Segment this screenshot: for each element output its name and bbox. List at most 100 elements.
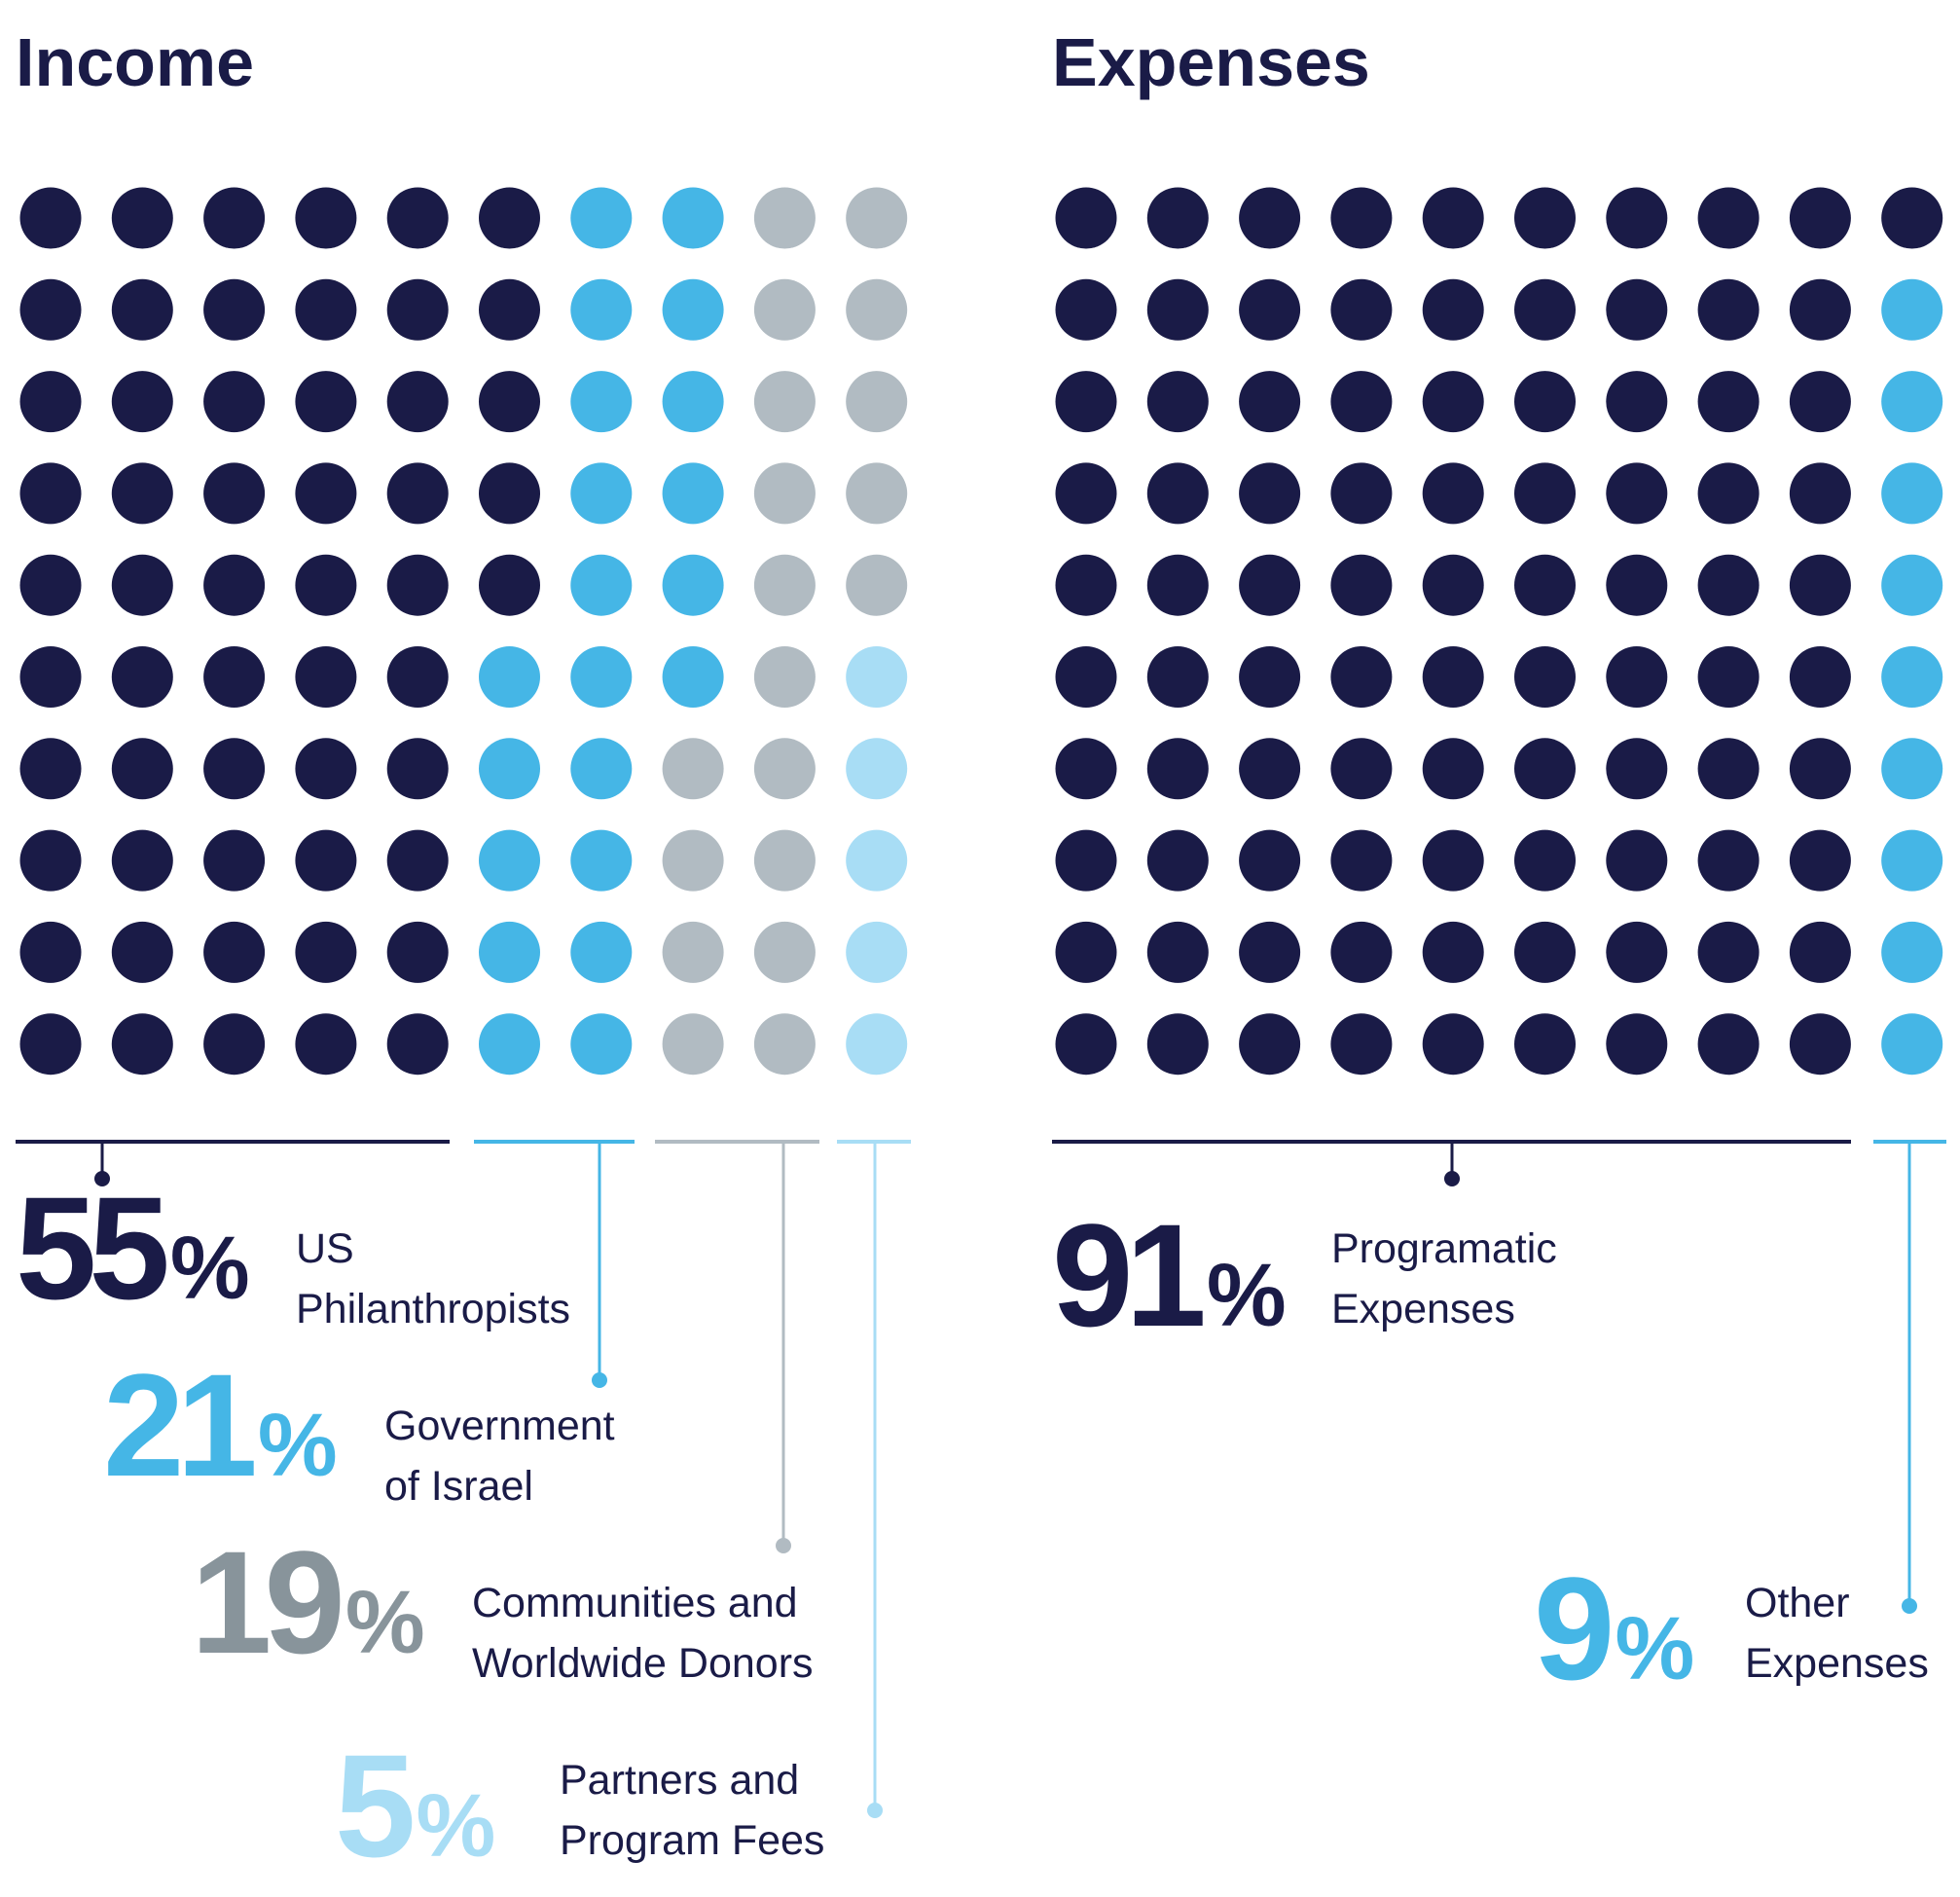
waffle-dot (1606, 738, 1668, 800)
waffle-dot (295, 278, 357, 341)
waffle-dot (203, 554, 266, 616)
waffle-dot (753, 738, 816, 800)
waffle-dot (111, 278, 173, 341)
waffle-dot (295, 462, 357, 525)
waffle-dot (1606, 187, 1668, 249)
waffle-dot (203, 829, 266, 892)
waffle-dot (1789, 278, 1851, 341)
waffle-dot (1055, 278, 1117, 341)
waffle-dot (1146, 462, 1209, 525)
waffle-dot (1146, 187, 1209, 249)
waffle-dot (570, 371, 633, 433)
waffle-dot (111, 462, 173, 525)
waffle-dot (386, 921, 449, 983)
percent-value: 55% (16, 1166, 250, 1330)
waffle-dot (1330, 921, 1393, 983)
waffle-dot (1146, 554, 1209, 616)
series-label: Partners and (560, 1757, 799, 1804)
waffle-dot (1239, 829, 1301, 892)
waffle-dots (19, 187, 908, 1076)
waffle-dot (295, 1013, 357, 1076)
waffle-dot (1881, 278, 1943, 341)
waffle-dot (1239, 278, 1301, 341)
waffle-dot (753, 278, 816, 341)
waffle-dot (753, 371, 816, 433)
waffle-dot (1789, 371, 1851, 433)
waffle-dot (1146, 278, 1209, 341)
series-label: Philanthropists (296, 1286, 570, 1332)
waffle-dot (1239, 371, 1301, 433)
percent-sign: % (258, 1396, 338, 1495)
waffle-dot (386, 278, 449, 341)
waffle-dot (1697, 646, 1760, 708)
waffle-dot (479, 1013, 540, 1076)
waffle-dot (479, 554, 540, 616)
waffle-dot (753, 187, 816, 249)
leader-end-dot (1444, 1171, 1460, 1186)
waffle-dot (203, 1013, 266, 1076)
waffle-dot (111, 554, 173, 616)
waffle-dot (662, 646, 724, 708)
waffle-dot (662, 278, 724, 341)
waffle-dot (1606, 646, 1668, 708)
waffle-dot (19, 921, 82, 983)
percent-value: 9% (1534, 1547, 1694, 1710)
waffle-dot (1422, 371, 1484, 433)
waffle-dot (111, 921, 173, 983)
waffle-dot (753, 1013, 816, 1076)
waffle-dot (570, 462, 633, 525)
waffle-dot (1422, 921, 1484, 983)
waffle-dot (386, 462, 449, 525)
waffle-dot (1606, 554, 1668, 616)
waffle-dot (1697, 554, 1760, 616)
waffle-dot (570, 646, 633, 708)
waffle-dot (570, 554, 633, 616)
waffle-dot (295, 187, 357, 249)
waffle-dot (479, 462, 540, 525)
waffle-dot (19, 1013, 82, 1076)
waffle-dot (1514, 187, 1576, 249)
waffle-dot (1697, 371, 1760, 433)
waffle-dot (295, 646, 357, 708)
waffle-dot (479, 278, 540, 341)
waffle-dot (1514, 462, 1576, 525)
waffle-dot (1330, 187, 1393, 249)
series-label: Government (384, 1403, 615, 1449)
waffle-dot (1789, 462, 1851, 525)
waffle-dot (1330, 554, 1393, 616)
waffle-dot (1606, 462, 1668, 525)
waffle-dot (1422, 554, 1484, 616)
waffle-dot (19, 554, 82, 616)
waffle-dot (295, 554, 357, 616)
waffle-dot (1239, 187, 1301, 249)
percent-number: 19 (191, 1520, 340, 1684)
waffle-dot (1146, 371, 1209, 433)
series-label: Communities and (472, 1580, 798, 1626)
waffle-dot (1789, 829, 1851, 892)
waffle-dot (1881, 829, 1943, 892)
waffle-dot (1330, 646, 1393, 708)
waffle-dot (1146, 646, 1209, 708)
percent-number: 91 (1052, 1193, 1203, 1357)
waffle-dot (1789, 738, 1851, 800)
waffle-dot (1055, 738, 1117, 800)
waffle-dot (1422, 829, 1484, 892)
waffle-dot (753, 921, 816, 983)
waffle-dot (662, 829, 724, 892)
percent-value: 91% (1052, 1193, 1287, 1357)
waffle-dot (1881, 738, 1943, 800)
waffle-dot (1055, 554, 1117, 616)
waffle-dot (570, 921, 633, 983)
waffle-dot (846, 1013, 908, 1076)
income-panel: Income 55% US Philanthropists 21% Government o… (16, 24, 911, 1887)
waffle-dot (1422, 278, 1484, 341)
percent-number: 21 (103, 1343, 254, 1507)
percent-number: 55 (16, 1166, 166, 1330)
waffle-dot (662, 187, 724, 249)
waffle-dot (1330, 462, 1393, 525)
waffle-dot (1055, 829, 1117, 892)
waffle-dot (1055, 371, 1117, 433)
series-label: of Israel (384, 1463, 533, 1510)
waffle-dot (662, 921, 724, 983)
waffle-dot (1697, 278, 1760, 341)
